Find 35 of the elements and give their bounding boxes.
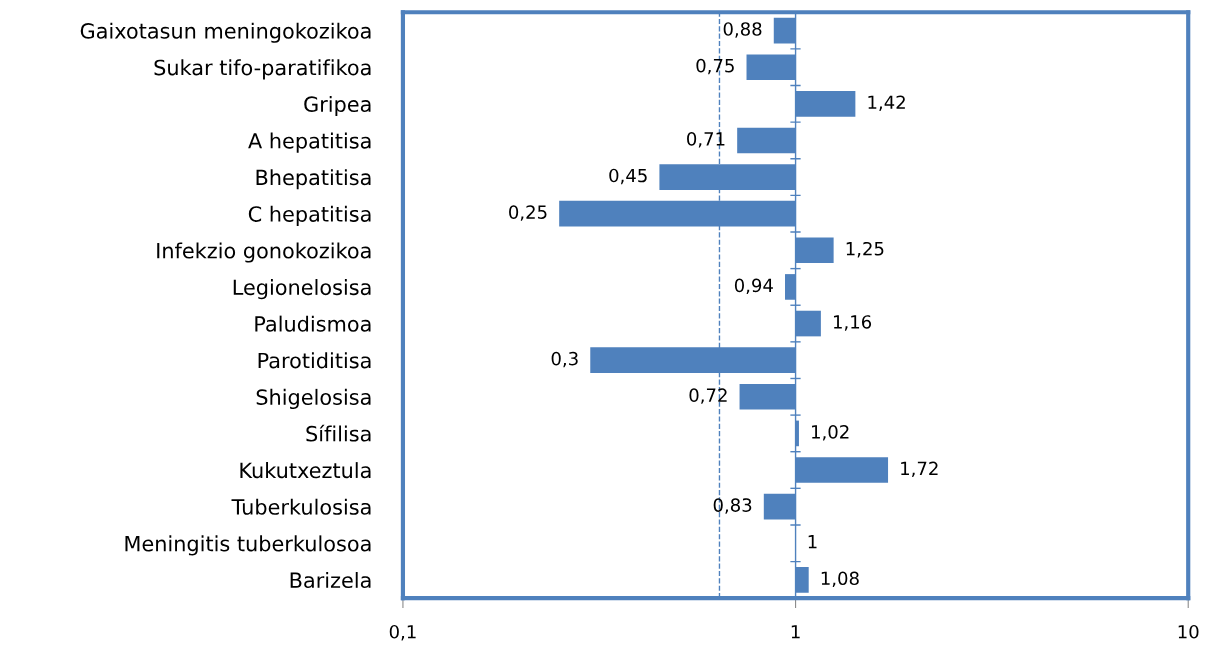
y-tick-label: Legionelosisa [233,279,371,300]
data-label: 1,25 [846,241,884,258]
y-tick-label: Meningitis tuberkulosoa [125,535,371,556]
text: 1 [808,535,817,549]
data-label: 1,16 [833,315,872,331]
y-tick-label: A hepatitisa [248,132,371,153]
data-label: 1,42 [868,95,905,111]
data-label: 0,3 [551,351,578,368]
y-tick-label: Kukutxeztula [240,462,371,479]
data-label: 0,88 [723,22,762,38]
data-label: 0,45 [609,168,647,185]
y-tick-label: Infekzio gonokozikoa [157,242,371,263]
data-label: 0,25 [509,205,547,221]
y-tick-label: Gaixotasun meningokozikoa [80,22,371,43]
x-tick-label: 1 [791,625,800,639]
y-tick-label: C hepatitisa [248,205,371,226]
y-tick-label: Bhepatitisa [256,169,371,190]
y-tick-label: Barizela [290,571,371,589]
x-tick-label: 0,1 [389,624,416,641]
data-label: 0,83 [713,498,752,514]
data-label: 0,75 [696,58,734,75]
data-label: 1,72 [901,461,938,478]
data-label: 0,94 [734,278,773,295]
y-tick-label: Sífilisa [306,424,371,442]
y-tick-label: Tuberkulosisa [231,498,371,515]
data-label: 0,72 [689,388,727,404]
y-tick-label: Paludismoa [255,315,371,332]
y-tick-label: Shigelosisa [256,388,371,410]
y-tick-label: Parotiditisa [258,352,371,369]
data-label: 1,08 [821,571,859,587]
y-tick-label: Sukar tifo-paratifikoa [154,59,371,80]
data-label: 0,71 [687,132,725,148]
data-label: 1,02 [812,424,849,441]
x-tick-label: 10 [1178,624,1199,639]
y-tick-label: Gripea [304,95,371,117]
